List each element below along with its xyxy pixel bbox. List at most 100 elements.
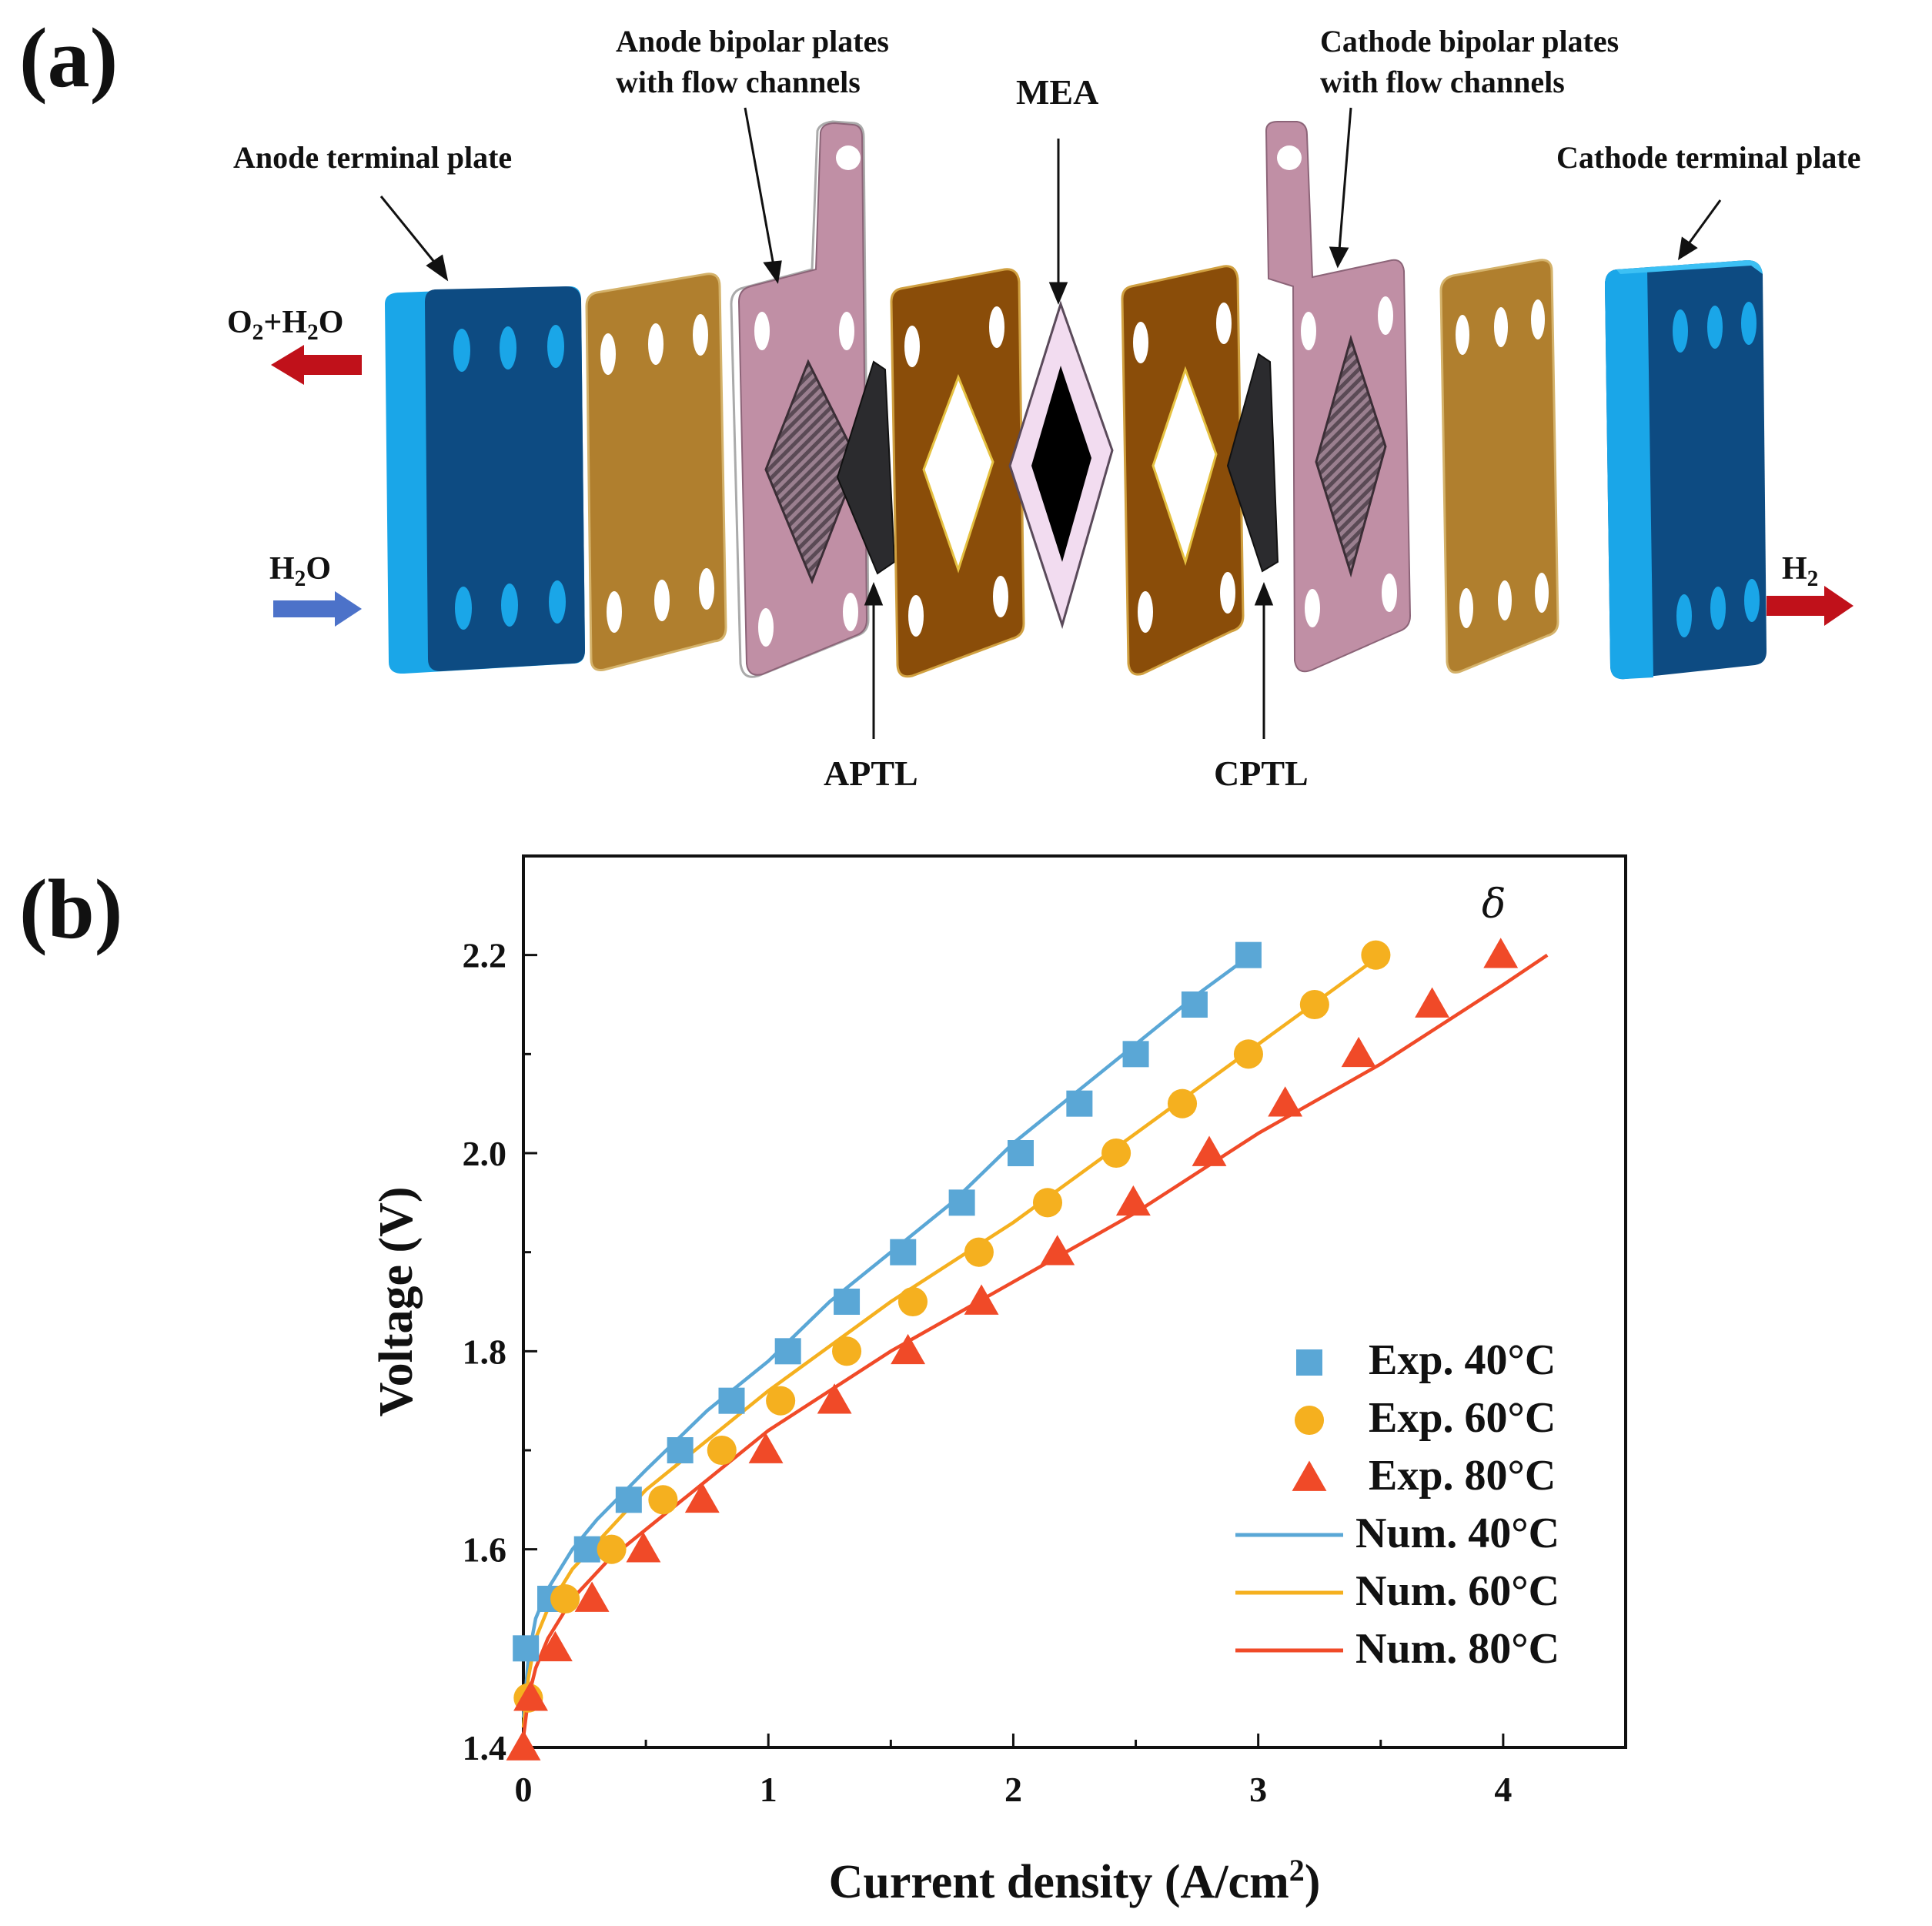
series-line-num-40-c <box>521 953 1252 1718</box>
x-tick-label: 0 <box>515 1770 533 1809</box>
cathode-frame <box>1121 265 1245 676</box>
data-point <box>597 1534 627 1564</box>
label-anode-terminal-plate: Anode terminal plate <box>233 140 512 175</box>
data-point <box>648 1485 678 1515</box>
label-o2-h2o: O2+H2O <box>227 305 343 345</box>
cathode-bipolar-plate <box>1265 121 1412 673</box>
data-point <box>1192 1135 1227 1166</box>
data-point <box>1235 941 1262 968</box>
legend: Exp. 40°C Exp. 60°C Exp. 80°C Num. 40°C Num.… <box>1235 1336 1559 1673</box>
polarization-chart: 0 1 2 3 4 1.4 1.6 1.8 2.0 2.2 Current density (A/c… <box>370 854 1627 1909</box>
data-point <box>667 1437 694 1463</box>
anode-frame <box>890 268 1025 678</box>
data-point <box>1115 1185 1151 1216</box>
label-h2o: H2O <box>269 551 331 591</box>
label-h2: H2 <box>1782 551 1818 591</box>
x-tick-label: 3 <box>1249 1770 1267 1809</box>
panel-a: (a) <box>19 11 1861 793</box>
panel-b: (b) 0 1 2 3 4 1.4 1.6 1.8 2.0 2.2 Current density … <box>19 854 1627 1909</box>
data-point <box>684 1482 720 1513</box>
x-tick-label: 1 <box>760 1770 777 1809</box>
anode-terminal-plate <box>385 286 585 674</box>
series-line-num-80-c <box>521 953 1549 1738</box>
data-point <box>748 1433 784 1463</box>
y-tick-label: 2.2 <box>463 936 507 975</box>
data-point <box>948 1189 975 1216</box>
data-point <box>615 1486 642 1513</box>
x-tick-label: 2 <box>1004 1770 1022 1809</box>
data-point <box>506 1730 541 1760</box>
legend-marker <box>1296 1349 1322 1376</box>
data-point <box>834 1289 861 1315</box>
data-point <box>573 1536 600 1563</box>
cptl-layer <box>1226 353 1279 573</box>
label-aptl: APTL <box>824 754 918 793</box>
data-point <box>774 1338 801 1365</box>
data-point <box>718 1387 745 1414</box>
legend-label: Exp. 60°C <box>1369 1394 1556 1442</box>
label-anode-bipolar-line2: with flow channels <box>616 65 861 99</box>
legend-label: Num. 60°C <box>1355 1567 1559 1615</box>
legend-label: Num. 40°C <box>1355 1510 1559 1557</box>
legend-label: Exp. 40°C <box>1369 1336 1556 1384</box>
y-tick-label: 2.0 <box>463 1134 507 1173</box>
data-point <box>550 1583 580 1614</box>
label-cathode-bipolar-line2: with flow channels <box>1320 65 1565 99</box>
plot-frame <box>522 854 1627 1749</box>
arrow-h2-out <box>1767 586 1853 626</box>
arrow-h2o-in <box>273 591 362 627</box>
data-point <box>832 1336 862 1366</box>
data-point <box>964 1237 994 1267</box>
data-point <box>1032 1188 1063 1218</box>
data-point <box>891 1333 926 1365</box>
series-line-num-60-c <box>521 953 1382 1728</box>
data-point <box>1361 940 1391 970</box>
x-axis-label: Current density (A/cm2) <box>829 1853 1321 1909</box>
label-cptl: CPTL <box>1214 754 1309 793</box>
panel-a-tag: (a) <box>19 11 118 105</box>
data-point <box>574 1581 610 1612</box>
data-point <box>1101 1138 1131 1169</box>
data-point <box>537 1630 573 1662</box>
anode-gasket <box>585 273 727 671</box>
data-point <box>513 1635 540 1662</box>
y-tick-label: 1.6 <box>463 1530 507 1570</box>
data-point <box>1040 1235 1075 1266</box>
anode-bipolar-plate <box>730 120 870 678</box>
label-anode-bipolar-line1: Anode bipolar plates <box>616 24 889 59</box>
data-point <box>890 1239 917 1266</box>
legend-label: Exp. 80°C <box>1369 1452 1556 1500</box>
data-point <box>626 1532 661 1563</box>
callout-leaders <box>379 107 1722 739</box>
annotation-delta: δ <box>1482 881 1506 928</box>
data-point <box>1181 991 1208 1018</box>
x-tick-label: 4 <box>1494 1770 1512 1809</box>
y-axis-label: Voltage (V) <box>370 1186 423 1416</box>
data-point <box>1341 1036 1376 1068</box>
legend-label: Num. 80°C <box>1355 1625 1559 1673</box>
data-point <box>513 1680 548 1711</box>
label-mea: MEA <box>1016 72 1098 112</box>
label-cathode-bipolar-line1: Cathode bipolar plates <box>1320 24 1619 59</box>
data-point <box>707 1435 737 1466</box>
y-tick-label: 1.4 <box>463 1728 507 1767</box>
data-point <box>1483 938 1519 968</box>
data-point <box>1415 987 1450 1018</box>
label-cathode-terminal-plate: Cathode terminal plate <box>1556 140 1861 175</box>
data-point <box>766 1386 796 1416</box>
data-point <box>897 1286 928 1317</box>
panel-b-tag: (b) <box>19 862 122 956</box>
y-tick-label: 1.8 <box>463 1332 507 1371</box>
data-point <box>1066 1090 1093 1117</box>
aptl-layer <box>836 360 896 575</box>
data-point <box>1268 1086 1303 1117</box>
legend-marker <box>1294 1405 1325 1436</box>
cathode-terminal-plate <box>1605 260 1767 680</box>
mea-membrane <box>1008 300 1114 630</box>
data-point <box>964 1284 999 1315</box>
cathode-gasket <box>1439 259 1559 674</box>
data-point <box>1122 1041 1149 1068</box>
legend-marker <box>1292 1460 1327 1491</box>
data-point <box>817 1383 852 1414</box>
